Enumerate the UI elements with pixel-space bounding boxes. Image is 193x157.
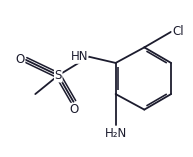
Text: O: O (15, 53, 25, 66)
Text: S: S (55, 69, 62, 82)
Text: H₂N: H₂N (104, 127, 127, 140)
Text: Cl: Cl (172, 25, 184, 38)
Text: O: O (69, 103, 78, 116)
Text: HN: HN (70, 50, 88, 63)
